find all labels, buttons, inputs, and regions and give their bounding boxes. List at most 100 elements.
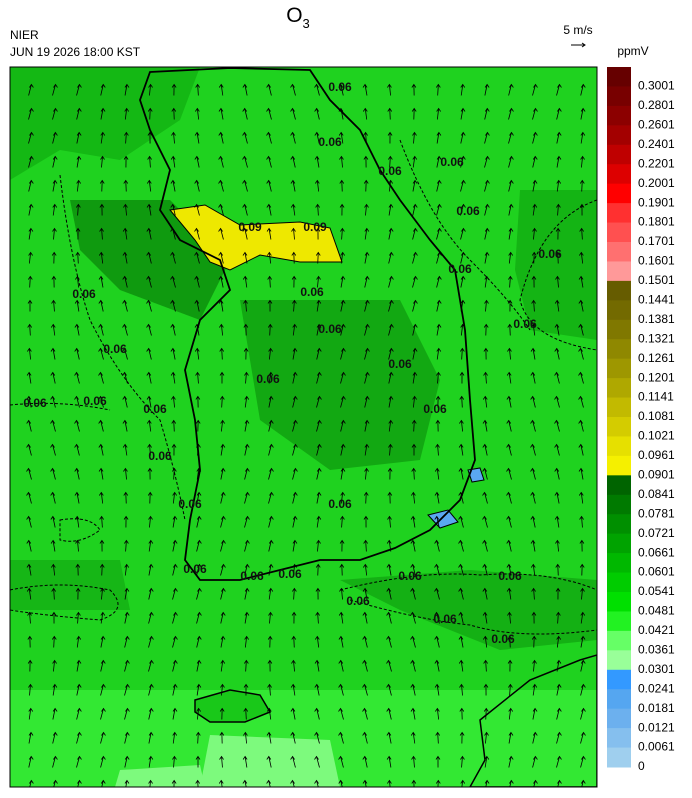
wind-arrow-shaft: [316, 156, 320, 168]
wind-arrow-shaft: [77, 612, 79, 624]
wind-arrow-shaft: [364, 708, 368, 720]
wind-arrow-shaft: [581, 156, 583, 168]
wind-arrow: [484, 299, 489, 312]
wind-arrow-shaft: [316, 108, 320, 120]
wind-arrow-shaft: [364, 276, 368, 288]
wind-arrow-shaft: [100, 132, 104, 144]
contour-label: 0.06: [423, 402, 447, 416]
wind-arrow-head: [266, 227, 272, 232]
wind-arrow: [28, 707, 34, 720]
wind-arrow-head: [365, 299, 370, 304]
wind-arrow-head: [578, 419, 583, 424]
wind-arrow-head: [316, 467, 322, 472]
wind-arrow-head: [509, 107, 514, 112]
wind-arrow: [532, 107, 538, 120]
wind-arrow-head: [531, 611, 537, 616]
wind-arrow: [412, 347, 418, 360]
wind-arrow-head: [290, 203, 296, 208]
wind-arrow: [170, 275, 176, 288]
wind-arrow: [315, 251, 321, 264]
wind-arrow-head: [557, 707, 562, 712]
wind-arrow-shaft: [364, 660, 368, 672]
wind-arrow-shaft: [28, 444, 32, 456]
wind-arrow-head: [532, 659, 537, 664]
wind-arrow: [363, 131, 368, 144]
wind-arrow: [556, 731, 562, 744]
wind-arrow-shaft: [437, 372, 439, 384]
wind-arrow: [218, 131, 224, 144]
wind-arrow-shaft: [268, 252, 272, 264]
wind-arrow-head: [386, 635, 391, 640]
wind-arrow: [98, 347, 104, 360]
wind-arrow-shaft: [580, 396, 584, 408]
wind-arrow-head: [98, 491, 104, 496]
wind-arrow: [578, 491, 584, 504]
wind-arrow: [363, 539, 368, 552]
wind-arrow: [292, 395, 298, 408]
wind-arrow-shaft: [220, 612, 224, 624]
wind-arrow: [172, 491, 177, 504]
wind-arrow: [435, 83, 441, 96]
wind-arrow-head: [484, 107, 490, 112]
wind-arrow-shaft: [436, 276, 440, 288]
wind-arrow-head: [581, 683, 586, 688]
wind-arrow-head: [338, 707, 343, 712]
wind-arrow-shaft: [340, 84, 344, 96]
wind-arrow: [51, 611, 57, 624]
wind-arrow-shaft: [172, 492, 176, 504]
wind-arrow-head: [75, 275, 80, 280]
wind-arrow-head: [26, 443, 31, 448]
map-shade: [10, 690, 597, 787]
wind-arrow: [29, 779, 34, 787]
wind-arrow: [411, 755, 416, 768]
wind-arrow: [290, 131, 296, 144]
wind-arrow-shaft: [532, 540, 536, 552]
wind-arrow: [98, 251, 104, 264]
wind-arrow-head: [340, 491, 346, 496]
wind-arrow: [556, 683, 562, 696]
wind-arrow: [411, 83, 417, 96]
wind-arrow: [482, 611, 488, 624]
wind-arrow-head: [219, 395, 225, 400]
wind-arrow: [52, 227, 57, 240]
wind-arrow-head: [26, 467, 31, 472]
wind-arrow-head: [147, 155, 152, 160]
wind-arrow: [386, 587, 392, 600]
wind-arrow: [532, 179, 538, 192]
wind-arrow-shaft: [196, 492, 200, 504]
wind-arrow: [556, 755, 562, 768]
wind-arrow-head: [388, 419, 394, 424]
wind-arrow-shaft: [317, 276, 319, 288]
wind-arrow: [170, 203, 176, 216]
wind-arrow-shaft: [292, 444, 296, 456]
wind-arrow-shaft: [53, 228, 55, 240]
wind-arrow: [484, 779, 490, 787]
wind-arrow-head: [221, 563, 226, 568]
wind-arrow: [338, 611, 344, 624]
wind-arrow-shaft: [173, 396, 175, 408]
wind-arrow: [242, 275, 248, 288]
wind-arrow-head: [316, 323, 322, 328]
wind-arrow: [100, 155, 105, 168]
wind-arrow-shaft: [388, 684, 392, 696]
wind-arrow: [555, 275, 560, 288]
wind-arrow-head: [410, 683, 416, 688]
wind-arrow-head: [147, 491, 153, 496]
wind-arrow: [219, 347, 225, 360]
wind-arrow-shaft: [340, 276, 344, 288]
wind-arrow: [171, 419, 177, 432]
wind-arrow: [195, 83, 200, 96]
wind-arrow: [412, 179, 418, 192]
wind-arrow: [338, 107, 344, 120]
wind-arrow-head: [554, 371, 559, 376]
wind-arrow: [242, 131, 248, 144]
wind-arrow-head: [434, 611, 439, 616]
wind-arrow-shaft: [581, 516, 583, 528]
wind-arrow: [98, 275, 104, 288]
colorbar-label: 0.1081: [638, 409, 675, 423]
wind-arrow-shaft: [316, 468, 320, 480]
wind-arrow-shaft: [484, 516, 488, 528]
wind-arrow-shaft: [244, 732, 248, 744]
wind-arrow-shaft: [124, 324, 128, 336]
wind-arrow-head: [122, 227, 128, 232]
